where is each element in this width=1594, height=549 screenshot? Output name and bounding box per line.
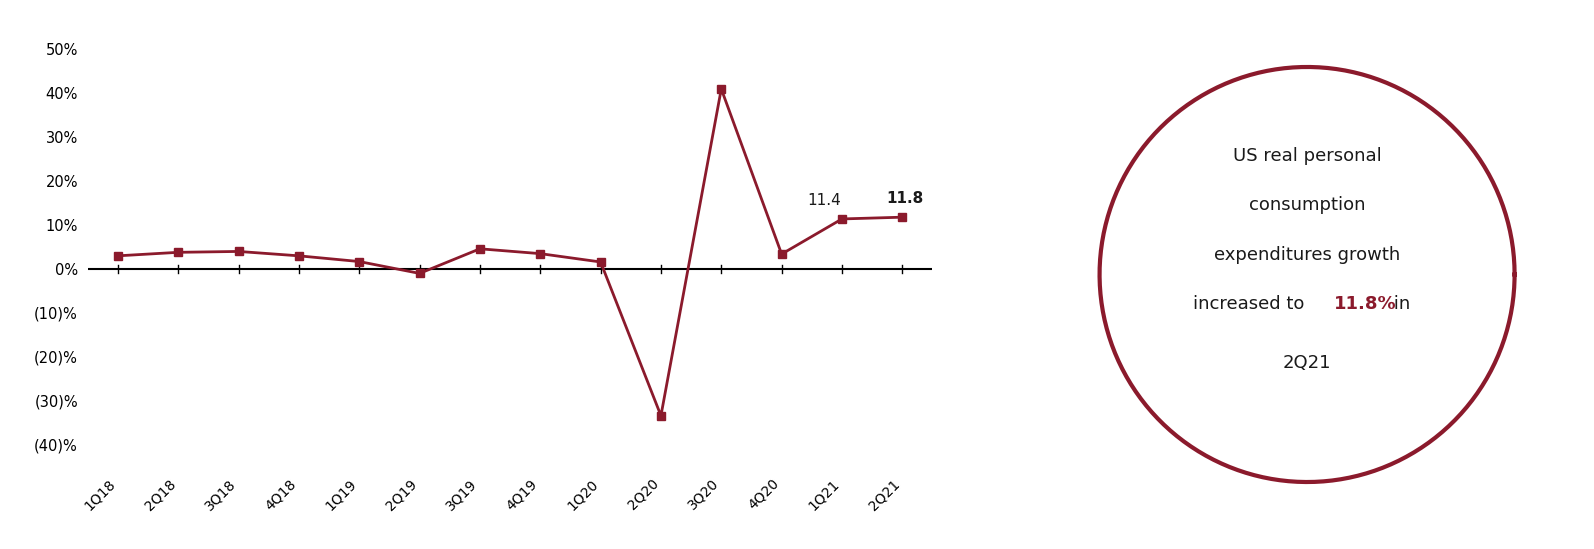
Text: consumption: consumption [1248, 197, 1366, 214]
Text: in: in [1388, 295, 1411, 313]
Text: expenditures growth: expenditures growth [1215, 246, 1400, 264]
Text: 11.8%: 11.8% [1334, 295, 1396, 313]
Text: 11.8: 11.8 [886, 191, 925, 206]
Text: increased to: increased to [1194, 295, 1310, 313]
Text: 11.4: 11.4 [807, 193, 840, 208]
Text: 2Q21: 2Q21 [1283, 355, 1331, 372]
Text: US real personal: US real personal [1232, 147, 1382, 165]
